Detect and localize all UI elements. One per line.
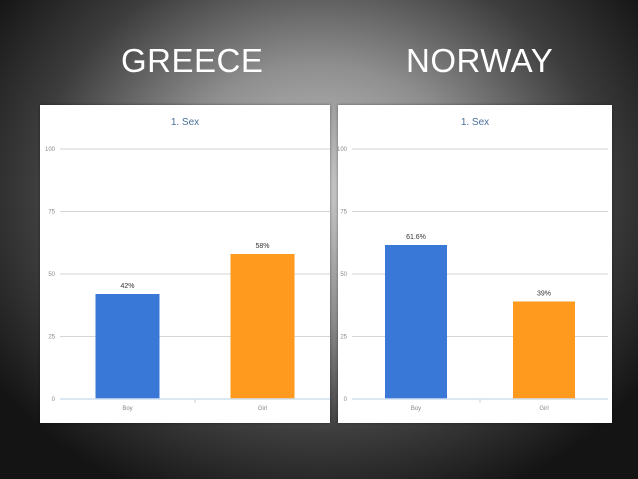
y-tick-label: 100 <box>45 147 56 153</box>
y-tick-label: 25 <box>48 335 55 341</box>
y-tick-label: 0 <box>52 397 56 403</box>
y-tick-label: 50 <box>340 272 347 278</box>
data-label: 58% <box>255 243 269 250</box>
x-tick-label: Girl <box>539 406 548 412</box>
bar-girl <box>513 301 575 399</box>
greece-bar-chart: 1. Sex 0 25 50 75 100 42% Boy 58% Girl <box>45 117 330 412</box>
norway-bar-chart: 1. Sex 0 25 50 75 100 61.6% Boy 39% Girl <box>338 117 608 412</box>
greece-heading: GREECE <box>121 42 264 79</box>
y-tick-label: 100 <box>338 147 348 153</box>
data-label: 42% <box>120 283 134 290</box>
y-tick-label: 50 <box>48 272 55 278</box>
bar-boy <box>95 294 160 399</box>
bar-boy <box>385 245 447 399</box>
norway-chart-panel: 1. Sex 0 25 50 75 100 61.6% Boy 39% Girl <box>338 105 612 423</box>
x-tick-label: Girl <box>258 406 267 412</box>
x-tick-label: Boy <box>122 406 132 412</box>
chart-title: 1. Sex <box>461 117 489 128</box>
data-label: 39% <box>537 291 551 298</box>
chart-title: 1. Sex <box>171 117 199 128</box>
bar-girl <box>230 254 295 399</box>
data-label: 61.6% <box>406 234 426 241</box>
x-tick-label: Boy <box>411 406 421 412</box>
y-tick-label: 75 <box>48 210 55 216</box>
y-tick-label: 75 <box>340 210 347 216</box>
y-tick-label: 0 <box>344 397 348 403</box>
y-tick-label: 25 <box>340 335 347 341</box>
norway-heading: NORWAY <box>406 42 554 79</box>
greece-chart-panel: 1. Sex 0 25 50 75 100 42% Boy 58% Girl <box>40 105 330 423</box>
